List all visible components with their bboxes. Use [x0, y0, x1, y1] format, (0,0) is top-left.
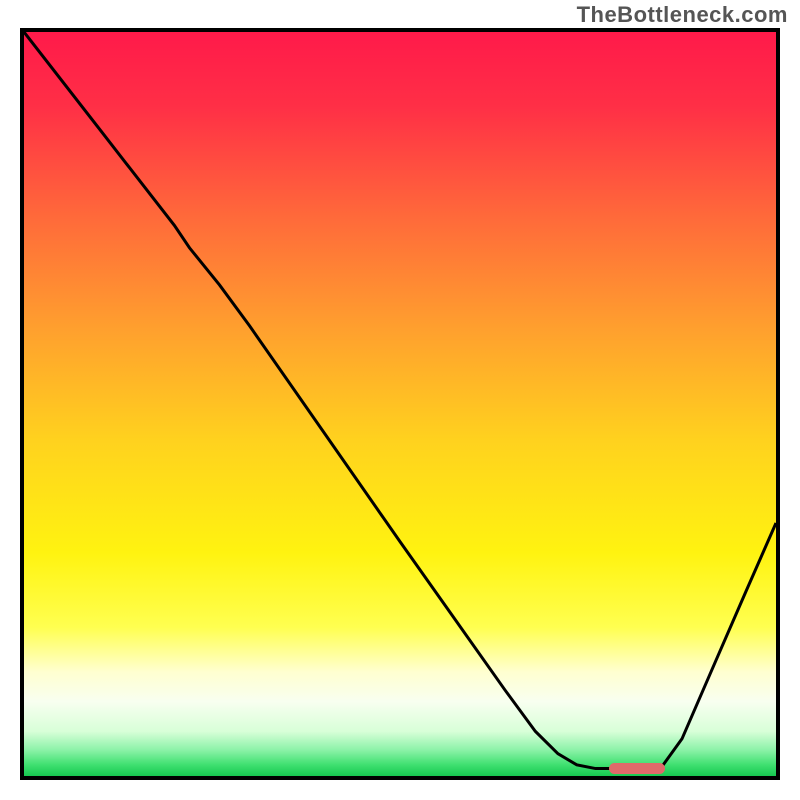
plot-frame [20, 28, 780, 780]
watermark-text: TheBottleneck.com [577, 2, 788, 28]
chart-container: TheBottleneck.com [0, 0, 800, 800]
curve-svg [24, 32, 776, 776]
plot-area [24, 32, 776, 776]
optimal-marker [609, 763, 665, 775]
bottleneck-curve [24, 32, 776, 769]
